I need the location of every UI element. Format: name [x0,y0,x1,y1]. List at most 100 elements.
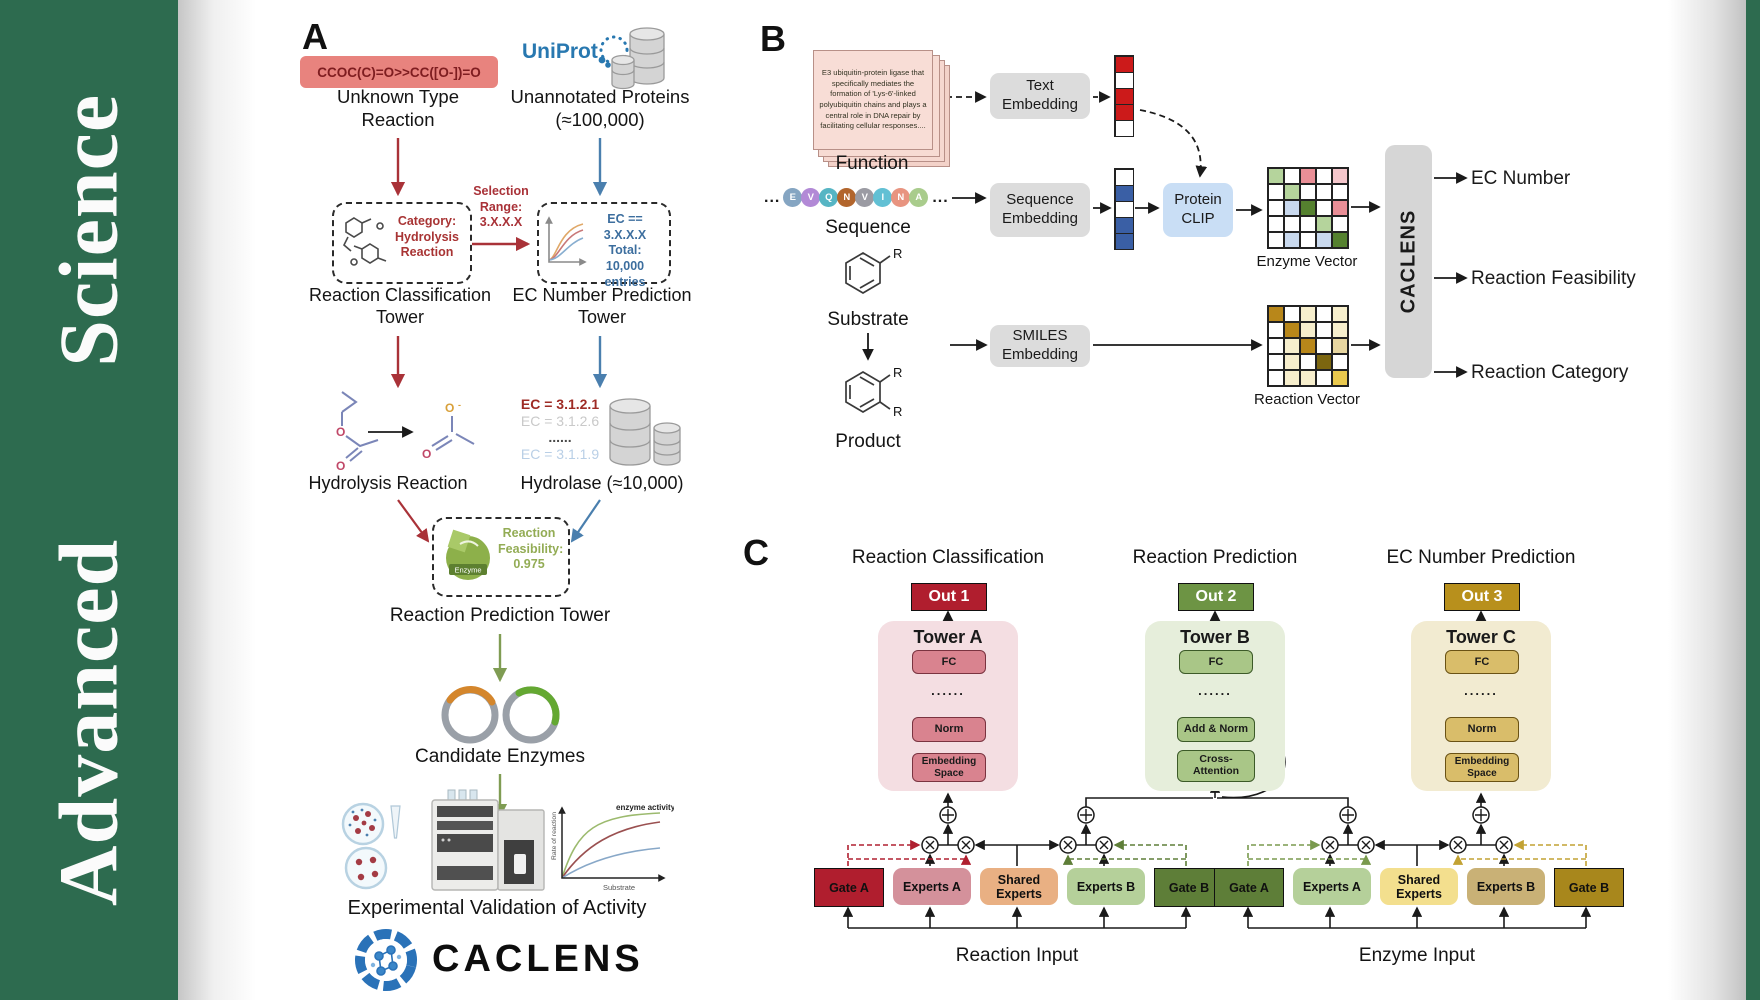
tower-b-dots: ...... [1198,683,1232,698]
experts-box: Experts A [893,868,971,905]
hplc-instrument-icon [431,789,545,891]
tower-a-dots: ...... [931,683,965,698]
hydrolase-database-icon [609,398,681,466]
tower3-caption: Reaction Prediction Tower [389,605,611,626]
matrix-cell [1284,322,1300,338]
matrix-cell [1316,200,1332,216]
vector-cell [1114,103,1134,121]
tower-a-norm: Norm [912,717,986,742]
molecules-icon [343,217,387,266]
reaction-category-box [332,202,472,284]
tower-c-dots: ...... [1464,683,1498,698]
ethyl-acetate-icon: O O [336,391,379,472]
matrix-cell [1300,216,1316,232]
matrix-cell [1284,370,1300,386]
matrix-cell [1332,354,1348,370]
header-ec-number-prediction: EC Number Prediction [1386,547,1576,568]
product-caption: Product [835,431,901,452]
matrix-cell [1300,370,1316,386]
sequence-embedding-vector [1114,168,1134,250]
matrix-cell [1316,354,1332,370]
caclens-bar: CACLENS [1385,145,1432,378]
protein-database-icon [611,27,665,90]
tower-a-title: Tower A [913,627,983,647]
matrix-cell [1268,354,1284,370]
out1-box: Out 1 [911,583,987,611]
plot-xlabel: Substrate [603,883,635,892]
matrix-cell [1268,184,1284,200]
journal-sidebar: Advanced Science [0,0,178,1000]
tower-b-add-norm: Add & Norm [1177,717,1255,742]
vector-cell [1114,216,1134,234]
vector-cell [1114,87,1134,105]
matrix-cell [1268,232,1284,248]
sequence-residue: I [873,188,893,207]
header-reaction-classification: Reaction Classification [851,547,1045,568]
matrix-cell [1268,370,1284,386]
tower-a-embedding: Embedding Space [912,753,986,782]
tower-b-cross-attention: Cross-Attention [1177,750,1255,782]
caclens-logo-text: CACLENS [432,938,644,980]
smiles-embedding-box: SMILES Embedding [990,325,1090,367]
vector-cell [1114,55,1134,73]
matrix-cell [1332,200,1348,216]
header-reaction-prediction: Reaction Prediction [1132,547,1298,568]
tower1-caption: Reaction Classification Tower [308,285,492,327]
hydrolase-caption: Hydrolase (≈10,000) [520,473,684,493]
candidate-enzymes-caption: Candidate Enzymes [414,746,586,767]
hydrolysis-caption: Hydrolysis Reaction [308,473,468,493]
matrix-cell [1300,338,1316,354]
reaction-vector-matrix [1267,305,1349,387]
svg-text:O: O [422,447,431,461]
tower-a-fc: FC [912,650,986,674]
reaction-vector-caption: Reaction Vector [1254,391,1360,408]
plot-annotation: enzyme activity [616,803,674,812]
samples-icon [341,802,401,890]
ec-list-line: EC = 3.1.2.6 [520,412,600,429]
panel-b-label: B [760,18,786,59]
uniprot-logo: UniProt [522,40,598,63]
text-embedding-vector [1114,55,1134,137]
out2-box: Out 2 [1178,583,1254,611]
journal-title: Advanced Science [42,93,136,907]
panel-a-label: A [302,16,328,57]
sequence-residue: N [837,188,857,207]
matrix-cell [1268,168,1284,184]
sequence-residue: E [783,188,803,207]
vector-cell [1114,200,1134,218]
gate-box: Gate A [1214,868,1284,907]
matrix-cell [1316,168,1332,184]
sequence-residue: N [891,188,911,207]
matrix-cell [1268,306,1284,322]
enzyme-vector-caption: Enzyme Vector [1256,253,1358,270]
vector-cell [1114,168,1134,186]
vector-cell [1114,232,1134,250]
vector-cell [1114,184,1134,202]
function-caption: Function [835,153,909,174]
function-card-stack: E3 ubiquitin-protein ligase that specifi… [813,50,953,170]
mini-curves-icon [545,216,587,266]
experts-box: Experts A [1293,868,1371,905]
matrix-cell [1332,306,1348,322]
svg-text:-: - [458,400,461,410]
enzyme-vector-matrix [1267,167,1349,249]
matrix-cell [1284,216,1300,232]
product-r2-label: R [893,404,902,419]
ec-list-line: ...... [548,429,572,446]
matrix-cell [1300,306,1316,322]
category-text: Category: Hydrolysis Reaction [395,214,459,260]
sequence-ellipsis-left: ... [764,188,781,206]
text-embedding-box: Text Embedding [990,73,1090,119]
matrix-cell [1316,338,1332,354]
feasibility-text: Reaction Feasibility: 0.975 [498,526,564,572]
ec-list-line: EC = 3.1.2.1 [520,396,600,412]
substrate-r-label: R [893,246,902,261]
ec-number-list: EC = 3.1.2.1 EC = 3.1.2.6...... EC = 3.1.1… [512,396,608,462]
matrix-cell [1332,184,1348,200]
matrix-cell [1316,184,1332,200]
matrix-cell [1316,306,1332,322]
output-ec-number: EC Number [1471,168,1571,189]
enzyme-input-label: Enzyme Input [1358,945,1476,966]
matrix-cell [1332,168,1348,184]
